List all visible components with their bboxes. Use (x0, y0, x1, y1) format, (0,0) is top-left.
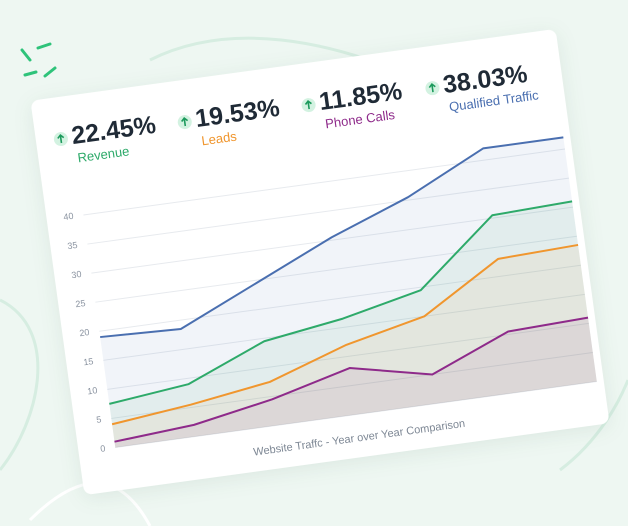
grid-line (107, 322, 589, 390)
up-arrow (428, 83, 436, 93)
y-tick-label: 15 (83, 356, 94, 367)
decor-curve (0, 298, 40, 471)
grid-line (83, 148, 566, 216)
y-tick-label: 40 (63, 211, 74, 222)
y-tick-label: 35 (67, 240, 78, 251)
y-tick-label: 20 (79, 327, 90, 338)
area (100, 137, 597, 448)
y-tick-label: 10 (87, 385, 98, 396)
card-bg (31, 29, 609, 495)
y-tick-label: 5 (96, 414, 102, 425)
line (114, 316, 589, 443)
area (109, 201, 597, 448)
grid-line (99, 264, 581, 332)
up-arrow (304, 100, 312, 110)
grid-line (95, 235, 577, 303)
area (112, 244, 597, 448)
grid-line (111, 351, 593, 419)
grid-line (87, 177, 569, 245)
line (109, 200, 573, 405)
sparkle-dash (43, 66, 57, 78)
up-arrow (181, 116, 189, 127)
y-tick-label: 25 (75, 298, 86, 309)
sparkle (20, 42, 57, 78)
sparkle-dash (20, 48, 32, 62)
stat-label: Leads (200, 129, 238, 149)
stat: 11.85%Phone Calls (301, 77, 404, 131)
grid-line (103, 293, 585, 361)
line (100, 136, 564, 339)
y-tick-label: 0 (100, 443, 106, 454)
stat-label: Revenue (77, 143, 131, 165)
grid-line (115, 381, 597, 448)
line (111, 243, 579, 426)
sparkle-dash (23, 70, 38, 77)
y-tick-label: 30 (71, 269, 82, 280)
sparkle-dash (36, 42, 52, 50)
grid-line (91, 206, 573, 274)
plot: 0 5 10 15 20 25 30 35 40 (63, 136, 597, 454)
up-arrow (57, 133, 65, 144)
